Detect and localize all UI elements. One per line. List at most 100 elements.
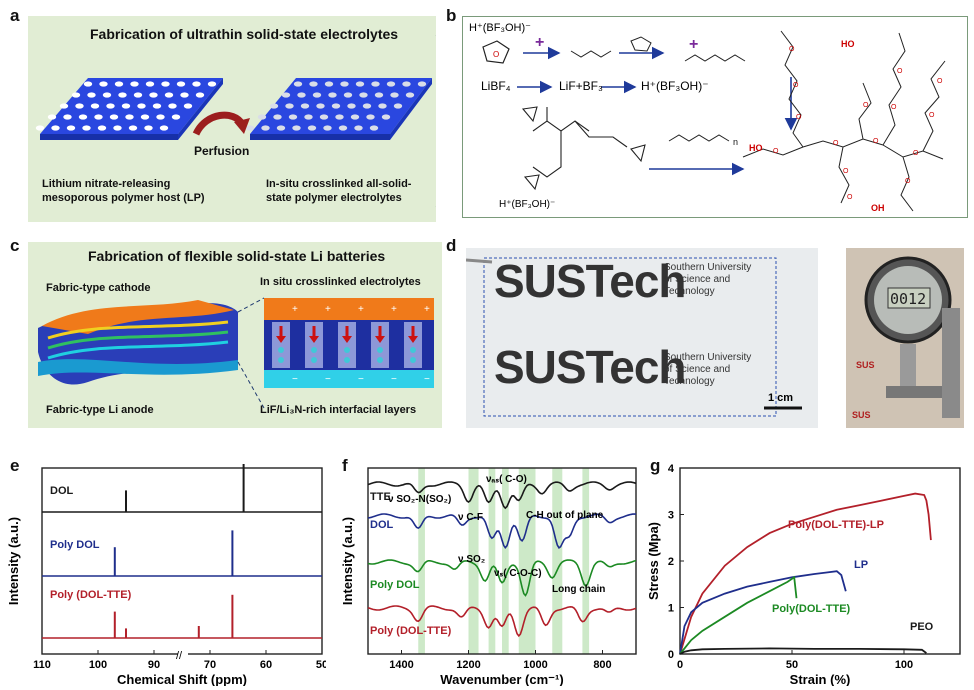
stress-strain-curve bbox=[679, 492, 932, 655]
panel-label-e: e bbox=[10, 456, 20, 475]
pore bbox=[300, 103, 310, 109]
electrolyte-column bbox=[305, 322, 323, 368]
pore bbox=[118, 92, 127, 98]
pore bbox=[109, 114, 119, 120]
pore bbox=[113, 125, 122, 131]
ftir-spectrum bbox=[367, 481, 637, 510]
li-ion bbox=[377, 347, 383, 353]
pore bbox=[288, 114, 298, 120]
pore bbox=[180, 92, 189, 98]
ftir-spectrum bbox=[367, 605, 637, 638]
pore bbox=[78, 114, 88, 120]
minus-sign: − bbox=[325, 374, 331, 385]
pore bbox=[261, 125, 270, 131]
series-label: Poly (DOL-TTE) bbox=[50, 589, 132, 601]
ho-end-1: HO bbox=[841, 39, 855, 49]
pore bbox=[51, 125, 60, 131]
annotation: Long chain bbox=[552, 584, 605, 595]
x-tick-label: 1400 bbox=[389, 659, 413, 671]
pore bbox=[292, 125, 301, 131]
pore bbox=[59, 103, 69, 109]
panel-a-illustration bbox=[35, 35, 436, 207]
pore bbox=[312, 92, 322, 98]
svg-text:O: O bbox=[793, 82, 799, 89]
polymer-host-sheet bbox=[35, 78, 223, 140]
lif-bf3-label: LiF+BF₃ bbox=[559, 79, 603, 93]
minus-sign: − bbox=[292, 374, 298, 385]
pore bbox=[63, 114, 72, 120]
pore bbox=[133, 92, 143, 98]
li-ion bbox=[311, 357, 317, 363]
pore bbox=[83, 81, 93, 87]
pore bbox=[276, 125, 286, 131]
pore bbox=[192, 81, 201, 87]
ftir-spectrum bbox=[367, 559, 637, 597]
x-tick-label: 60 bbox=[260, 659, 272, 671]
lp-caption-1: Lithium nitrate-releasing bbox=[42, 178, 171, 190]
li-ion bbox=[278, 347, 284, 353]
pore bbox=[161, 81, 170, 87]
pore bbox=[171, 114, 181, 120]
univ-line-2: of Science and bbox=[664, 364, 731, 375]
series-label: DOL bbox=[370, 519, 394, 531]
pore bbox=[362, 103, 372, 109]
univ-line-2: of Science and bbox=[664, 274, 731, 285]
series-label: Poly (DOL-TTE) bbox=[370, 625, 452, 637]
pore bbox=[257, 114, 267, 120]
electrolyte-column bbox=[404, 322, 422, 368]
li-flux-arrowhead bbox=[408, 336, 418, 343]
pore bbox=[335, 114, 344, 120]
svg-text:SUS: SUS bbox=[856, 360, 875, 370]
highlight-band bbox=[582, 468, 590, 654]
x-axis-label: Chemical Shift (ppm) bbox=[117, 672, 247, 686]
gauge-readout: 0012 bbox=[890, 290, 927, 308]
series-label: DOL bbox=[50, 485, 74, 497]
spe-caption-1: In-situ crosslinked all-solid- bbox=[266, 178, 412, 190]
reaction-scheme: O + + n bbox=[482, 30, 946, 212]
svg-text:O: O bbox=[937, 78, 943, 85]
pore bbox=[145, 81, 155, 87]
pore bbox=[245, 125, 255, 131]
x-tick-label: 50 bbox=[786, 659, 798, 671]
pore bbox=[94, 114, 103, 120]
panel-label-d: d bbox=[446, 236, 457, 255]
pore bbox=[87, 92, 96, 98]
interface-label: LiF/Li₃N-rich interfacial layers bbox=[260, 404, 417, 416]
axis-break bbox=[178, 650, 188, 658]
li-ion bbox=[344, 357, 350, 363]
pore bbox=[386, 81, 396, 87]
pore bbox=[71, 92, 81, 98]
highlight-band bbox=[468, 468, 479, 654]
y-tick-label: 3 bbox=[668, 510, 674, 522]
pore bbox=[176, 81, 186, 87]
univ-line-1: Southern University bbox=[664, 352, 752, 363]
perfusion-label: Perfusion bbox=[194, 144, 250, 158]
svg-text:SUS: SUS bbox=[852, 410, 871, 420]
pore bbox=[304, 114, 313, 120]
spe-caption-2: state polymer electrolytes bbox=[266, 192, 402, 204]
plus-sign: + bbox=[292, 304, 298, 315]
svg-text:O: O bbox=[847, 194, 853, 201]
panel-c: Fabrication of flexible solid-state Li b… bbox=[28, 242, 442, 428]
cathode-label: Fabric-type cathode bbox=[46, 282, 151, 294]
pore bbox=[90, 103, 100, 109]
svg-text:O: O bbox=[493, 50, 499, 59]
pore bbox=[159, 125, 169, 131]
annotation: C-H out of plane bbox=[526, 510, 604, 521]
pore bbox=[381, 114, 391, 120]
univ-line-3: Technology bbox=[664, 286, 715, 297]
pore bbox=[106, 103, 115, 109]
pore bbox=[152, 103, 162, 109]
panel-c-title: Fabrication of flexible solid-state Li b… bbox=[88, 248, 386, 264]
x-tick-label: 0 bbox=[677, 659, 683, 671]
electrolyte-sheet bbox=[245, 78, 432, 140]
fabric-battery-stack bbox=[38, 300, 238, 385]
pore bbox=[374, 92, 384, 98]
pore bbox=[323, 125, 332, 131]
electrolyte-label: In situ crosslinked electrolytes bbox=[260, 276, 421, 288]
crosslinker-structure bbox=[521, 106, 646, 191]
y-axis-label: Stress (Mpa) bbox=[648, 522, 661, 600]
univ-line-1: Southern University bbox=[664, 262, 752, 273]
svg-text:n: n bbox=[733, 137, 738, 147]
pore bbox=[369, 125, 379, 131]
